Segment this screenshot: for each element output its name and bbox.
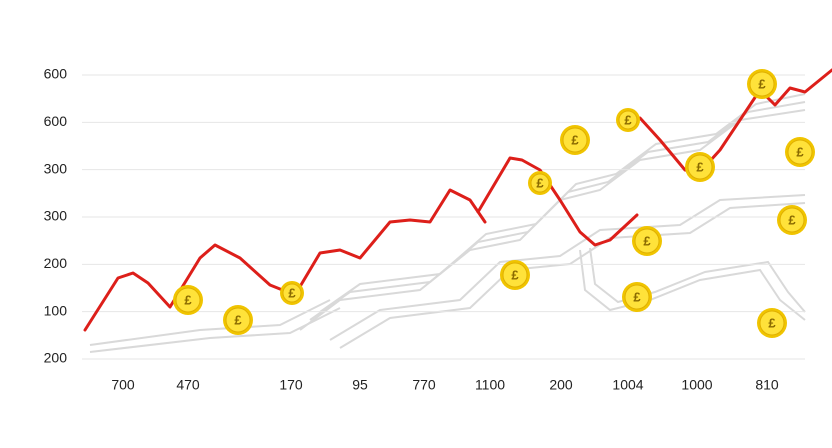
coin-face [624,284,650,310]
x-tick-label: 810 [755,377,779,393]
coin-face [502,262,528,288]
x-tick-label: 1000 [681,377,712,393]
coin-symbol: £ [696,159,704,174]
y-tick-label: 300 [44,160,68,176]
x-tick-label: 700 [111,377,135,393]
x-tick-label: 95 [352,377,368,393]
coin-face [282,283,302,303]
x-tick-label: 200 [549,377,573,393]
coin-face [779,207,805,233]
x-tick-label: 470 [176,377,200,393]
trend-line [83,156,639,332]
coin-symbol: £ [633,289,641,304]
y-tick-label: 300 [44,208,68,224]
trend-line [618,68,832,174]
x-tick-label: 170 [279,377,303,393]
coin-face [787,139,813,165]
coin-face [530,173,550,193]
coin-symbol: £ [571,132,579,147]
grid [82,74,805,360]
coin-symbol: £ [768,315,776,330]
coin-face [759,310,785,336]
x-tick-label: 1100 [475,377,505,393]
y-axis: 600 600 300 300 200 100 200 [44,66,68,366]
coin-face [687,154,713,180]
coin-symbol: £ [643,233,651,248]
circuit-traces [89,93,806,353]
coin-symbol: £ [511,267,519,282]
coin-symbol: £ [234,312,242,327]
y-tick-label: 600 [44,113,68,129]
y-tick-label: 600 [44,66,68,82]
x-tick-label: 1004 [612,377,643,393]
x-tick-label: 770 [412,377,436,393]
coin-symbol: £ [788,212,796,227]
coin-face [175,287,201,313]
coin-face [749,71,775,97]
y-tick-label: 100 [44,302,68,318]
coin-face [562,127,588,153]
coin-symbol: £ [796,144,804,159]
coins: £ £ £ £ £ £ £ £ £ £ £ £ £ £ [173,69,815,338]
coin-symbol: £ [184,292,192,307]
y-tick-label: 200 [44,350,68,366]
coin-face [634,228,660,254]
coin-symbol: £ [624,112,632,127]
coin-face [225,307,251,333]
coin-symbol: £ [288,285,296,300]
y-tick-label: 200 [44,255,68,271]
coin-face [618,110,638,130]
coin-symbol: £ [758,76,766,91]
x-axis: 700 470 170 95 770 1100 200 1004 1000 810 [111,377,779,393]
coin-symbol: £ [536,175,544,190]
